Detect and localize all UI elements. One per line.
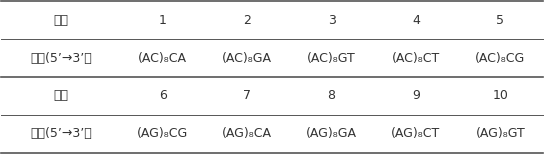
Text: 引物: 引物 bbox=[53, 14, 69, 27]
Text: (AG)₈CT: (AG)₈CT bbox=[391, 127, 441, 140]
Text: (AG)₈CG: (AG)₈CG bbox=[137, 127, 188, 140]
Text: (AC)₈CT: (AC)₈CT bbox=[392, 52, 440, 65]
Text: 10: 10 bbox=[492, 89, 508, 102]
Text: 1: 1 bbox=[159, 14, 166, 27]
Text: 引物: 引物 bbox=[53, 89, 69, 102]
Text: 3: 3 bbox=[327, 14, 336, 27]
Text: 6: 6 bbox=[159, 89, 166, 102]
Text: (AC)₈CA: (AC)₈CA bbox=[138, 52, 187, 65]
Text: 4: 4 bbox=[412, 14, 420, 27]
Text: 序列(5’→3’）: 序列(5’→3’） bbox=[30, 127, 92, 140]
Text: (AG)₈GT: (AG)₈GT bbox=[475, 127, 526, 140]
Text: 2: 2 bbox=[243, 14, 251, 27]
Text: 7: 7 bbox=[243, 89, 251, 102]
Text: 5: 5 bbox=[496, 14, 504, 27]
Text: 9: 9 bbox=[412, 89, 420, 102]
Text: 序列(5’→3’）: 序列(5’→3’） bbox=[30, 52, 92, 65]
Text: (AC)₈GT: (AC)₈GT bbox=[307, 52, 356, 65]
Text: 8: 8 bbox=[327, 89, 336, 102]
Text: (AG)₈CA: (AG)₈CA bbox=[222, 127, 272, 140]
Text: (AC)₈CG: (AC)₈CG bbox=[475, 52, 526, 65]
Text: (AC)₈GA: (AC)₈GA bbox=[222, 52, 272, 65]
Text: (AG)₈GA: (AG)₈GA bbox=[306, 127, 357, 140]
